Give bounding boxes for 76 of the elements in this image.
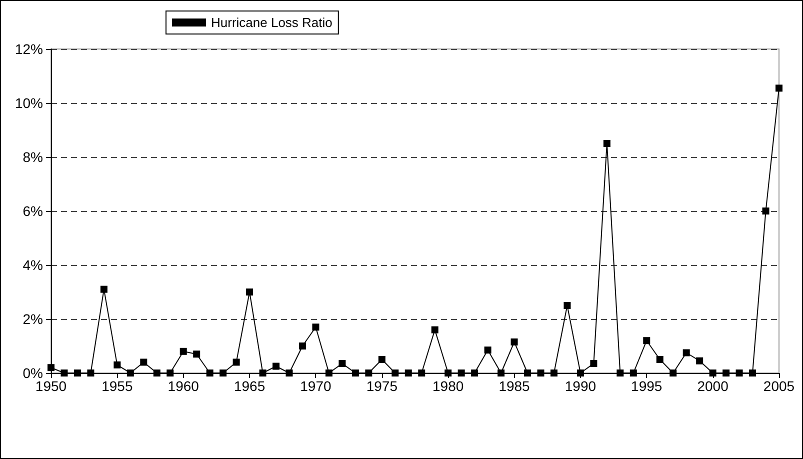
point xyxy=(404,370,412,376)
point xyxy=(576,370,584,376)
point xyxy=(603,140,610,147)
point xyxy=(471,370,478,376)
point xyxy=(100,286,108,293)
point xyxy=(484,346,492,354)
point xyxy=(564,302,571,309)
point xyxy=(48,364,54,372)
x-tick-label: 1965 xyxy=(234,378,266,394)
point xyxy=(259,370,266,376)
point xyxy=(749,370,756,376)
point xyxy=(590,360,598,368)
x-tick-label: 2000 xyxy=(697,378,729,394)
point xyxy=(550,370,558,376)
x-tick-label: 1985 xyxy=(498,378,530,394)
point xyxy=(312,324,320,331)
x-tick-label: 1960 xyxy=(168,378,200,394)
point xyxy=(656,356,664,363)
point xyxy=(378,356,386,363)
x-tick-label: 1995 xyxy=(631,378,662,394)
y-tick-label: 10% xyxy=(14,95,43,111)
point xyxy=(736,370,743,376)
point xyxy=(272,362,280,370)
point xyxy=(630,370,637,376)
y-tick-label: 6% xyxy=(22,203,43,219)
point xyxy=(166,370,174,376)
x-tick-label: 1955 xyxy=(102,378,133,394)
point xyxy=(498,370,505,376)
point xyxy=(392,370,399,376)
x-tick-label: 2005 xyxy=(763,378,795,394)
point xyxy=(431,326,438,334)
point xyxy=(524,370,532,376)
point xyxy=(537,370,544,376)
y-tick-label: 8% xyxy=(22,149,43,165)
point xyxy=(246,288,254,296)
point xyxy=(126,370,134,376)
point xyxy=(682,349,690,356)
point xyxy=(670,370,677,376)
x-tick-label: 1975 xyxy=(366,378,398,394)
point xyxy=(352,370,359,376)
point xyxy=(338,360,346,368)
point xyxy=(286,370,293,376)
point xyxy=(696,357,704,364)
y-tick-label: 0% xyxy=(22,365,43,381)
x-tick-label: 1990 xyxy=(564,378,596,394)
point xyxy=(325,370,332,376)
point xyxy=(762,208,770,214)
legend-label: Hurricane Loss Ratio xyxy=(211,15,332,30)
x-tick-label: 1970 xyxy=(300,378,332,394)
point xyxy=(510,338,518,346)
point xyxy=(298,342,306,350)
point xyxy=(232,358,240,366)
point xyxy=(193,350,200,358)
point xyxy=(60,370,68,376)
point xyxy=(776,84,782,92)
point xyxy=(74,370,81,376)
y-tick-label: 12% xyxy=(14,41,43,57)
point xyxy=(722,370,730,376)
point xyxy=(140,358,148,366)
point xyxy=(87,370,94,376)
point xyxy=(444,370,452,376)
x-tick-label: 1980 xyxy=(432,378,464,394)
point xyxy=(709,370,716,376)
point xyxy=(206,370,214,376)
point xyxy=(180,348,187,355)
y-tick-label: 2% xyxy=(22,311,43,327)
y-tick-label: 4% xyxy=(22,257,43,273)
point xyxy=(616,370,624,376)
point xyxy=(153,370,160,376)
point xyxy=(418,370,426,376)
x-tick-label: 1950 xyxy=(35,378,67,394)
point xyxy=(365,370,372,376)
point xyxy=(220,370,227,376)
point xyxy=(114,361,121,368)
point xyxy=(643,337,650,344)
point xyxy=(458,370,465,376)
